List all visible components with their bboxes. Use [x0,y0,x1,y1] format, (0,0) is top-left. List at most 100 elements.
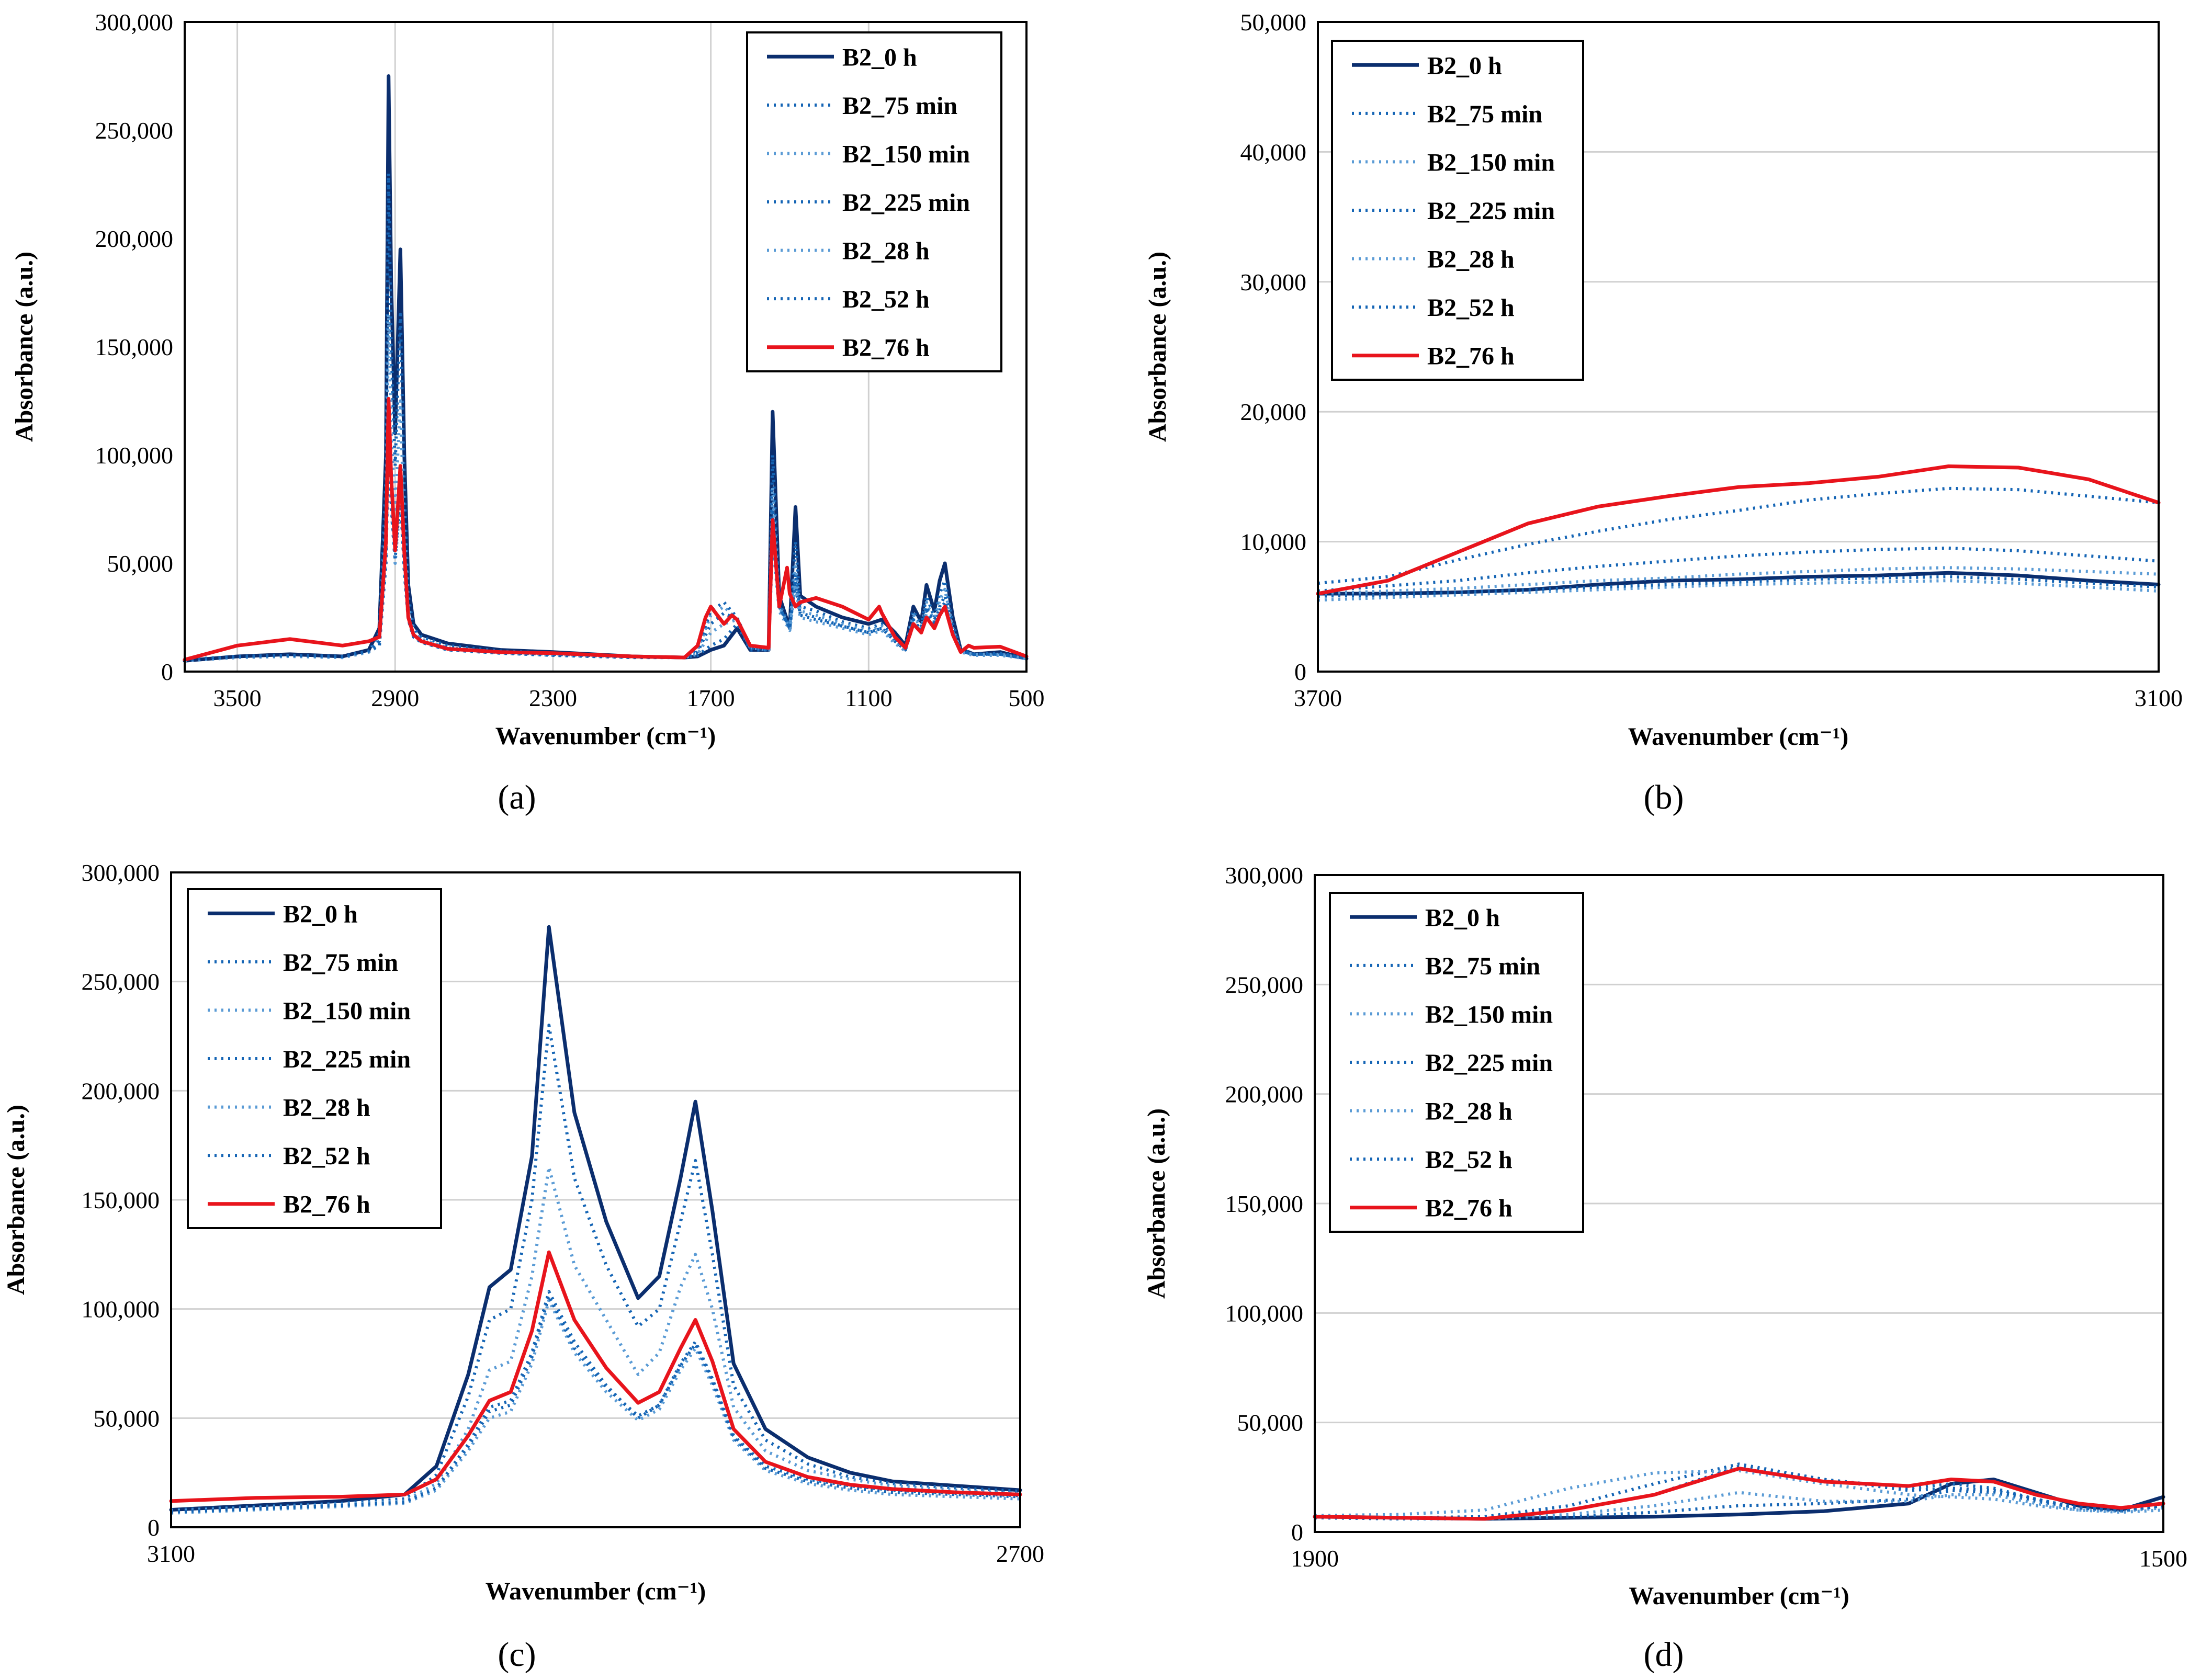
y-tick-label: 50,000 [107,550,174,577]
legend-label: B2_76 h [283,1191,370,1219]
legend-label: B2_76 h [1425,1195,1513,1222]
x-tick-label: 1900 [1291,1545,1339,1572]
legend-label: B2_75 min [283,949,398,977]
legend-label: B2_225 min [1427,197,1555,225]
series-line-b2-225-min [184,432,1027,662]
y-axis-title-d: Absorbance (a.u.) [1143,1108,1170,1299]
y-tick-label: 40,000 [1240,139,1307,165]
y-tick-label: 250,000 [95,117,174,144]
legend-label: B2_150 min [842,140,970,168]
legend-label: B2_150 min [283,997,411,1025]
y-tick-label: 300,000 [1225,862,1304,889]
y-tick-label: 50,000 [1237,1410,1304,1436]
series-line-b2-0-h [169,925,1022,1512]
x-tick-label: 3700 [1294,685,1342,711]
series-line-b2-75-min [1317,547,2159,593]
y-tick-label: 100,000 [1225,1300,1304,1326]
y-tick-label: 0 [1294,659,1306,685]
legend-label: B2_150 min [1427,149,1555,176]
y-tick-label: 0 [1291,1519,1303,1546]
series-line-b2-28-h [1317,579,2159,602]
series-line-b2-0-h [1316,571,2161,596]
y-tick-label: 200,000 [1225,1081,1304,1108]
plot-frame-a [184,21,1028,673]
y-tick-label: 150,000 [82,1187,160,1213]
legend-label: B2_52 h [842,286,930,313]
series-line-b2-75-min [184,172,1027,663]
x-tick-label: 2300 [529,685,577,711]
y-tick-label: 200,000 [82,1077,160,1104]
legend-label: B2_75 min [1425,952,1540,980]
chart-panel-d: 1900 1500 0 50,000 100,000 150,000 200,000 250… [1143,862,2187,1674]
y-tick-label: 30,000 [1240,269,1307,296]
x-tick-label: 1500 [2139,1545,2187,1572]
legend-label: B2_76 h [1427,343,1515,370]
series-line-b2-76-h [1313,1467,2165,1521]
series-line-b2-76-h [169,1250,1022,1503]
legend-label: B2_225 min [1425,1049,1553,1077]
series-line-b2-150-min [171,1165,1021,1513]
legend-label: B2_28 h [1427,246,1515,274]
legend-d: B2_0 h B2_75 min B2_150 min B2_225 min B2_28… [1329,892,1584,1233]
y-tick-label: 300,000 [95,9,174,36]
series-line-b2-225-min [1317,486,2159,585]
y-tick-label: 150,000 [1225,1190,1304,1217]
legend-label: B2_75 min [1427,100,1542,128]
legend-c: B2_0 h B2_75 min B2_150 min B2_225 min B2_28… [187,888,442,1229]
x-tick-label: 1700 [687,685,735,711]
y-tick-label: 250,000 [82,969,160,995]
x-tick-label: 1100 [845,685,892,711]
y-tick-label: 100,000 [95,442,174,469]
chart-panel-c: 3100 2700 0 50,000 100,000 150,000 200,000 250… [2,859,1044,1674]
legend-label: B2_52 h [283,1142,370,1170]
y-axis-title-b: Absorbance (a.u.) [1144,252,1171,442]
legend-label: B2_0 h [1425,904,1500,932]
plot-frame-b [1317,21,2160,673]
series-line-b2-0-h [183,74,1029,663]
y-tick-label: 0 [148,1514,160,1541]
x-axis-title-d: Wavenumber (cm⁻¹) [1629,1582,1849,1610]
y-tick-label: 50,000 [94,1405,160,1432]
series-line-b2-28-h [1314,1469,2164,1517]
y-tick-label: 20,000 [1240,399,1307,425]
y-tick-label: 250,000 [1225,971,1304,998]
plot-frame-c [170,871,1021,1528]
panel-caption-b: (b) [1644,778,1684,816]
x-tick-label: 3100 [147,1540,195,1567]
series-line-b2-28-h [171,1299,1021,1515]
legend-label: B2_0 h [842,43,917,71]
legend-label: B2_225 min [283,1046,411,1073]
y-axis-title-a: Absorbance (a.u.) [10,252,38,442]
panel-caption-c: (c) [498,1636,536,1674]
series-line-b2-75-min [171,1024,1021,1512]
y-tick-label: 50,000 [1240,9,1307,36]
panel-caption-a: (a) [498,778,536,816]
x-axis-title-a: Wavenumber (cm⁻¹) [495,722,716,750]
series-line-b2-52-h [1317,575,2159,598]
x-tick-label: 3500 [213,685,262,711]
legend-label: B2_75 min [842,92,957,120]
x-tick-label: 2900 [371,685,419,711]
legend-a: B2_0 h B2_75 min B2_150 min B2_225 min B2_28… [746,31,1002,372]
series-line-b2-76-h [183,396,1029,662]
chart-panel-a: 3500 2900 2300 1700 1100 500 0 50,000 100,000 15… [10,9,1045,816]
y-tick-label: 300,000 [82,859,160,886]
x-tick-label: 500 [1009,685,1045,711]
legend-label: B2_52 h [1425,1146,1513,1174]
legend-b: B2_0 h B2_75 min B2_150 min B2_225 min B2_28… [1331,40,1584,381]
x-tick-label: 3100 [2135,685,2183,711]
x-axis-title-b: Wavenumber (cm⁻¹) [1628,723,1848,751]
legend-label: B2_28 h [283,1094,370,1122]
y-tick-label: 150,000 [95,334,174,360]
legend-label: B2_0 h [283,900,358,928]
legend-label: B2_52 h [1427,294,1515,322]
chart-panel-b: 3700 3100 0 10,000 20,000 30,000 40,000 50,000… [1144,9,2183,816]
legend-label: B2_150 min [1425,1001,1553,1028]
series-line-b2-150-min [1317,566,2159,595]
panel-caption-d: (d) [1644,1636,1684,1674]
y-tick-label: 200,000 [95,225,174,252]
legend-label: B2_28 h [1425,1098,1513,1126]
y-tick-label: 10,000 [1240,529,1307,555]
plot-frame-d [1314,874,2164,1533]
series-line-b2-76-h [1316,464,2161,596]
